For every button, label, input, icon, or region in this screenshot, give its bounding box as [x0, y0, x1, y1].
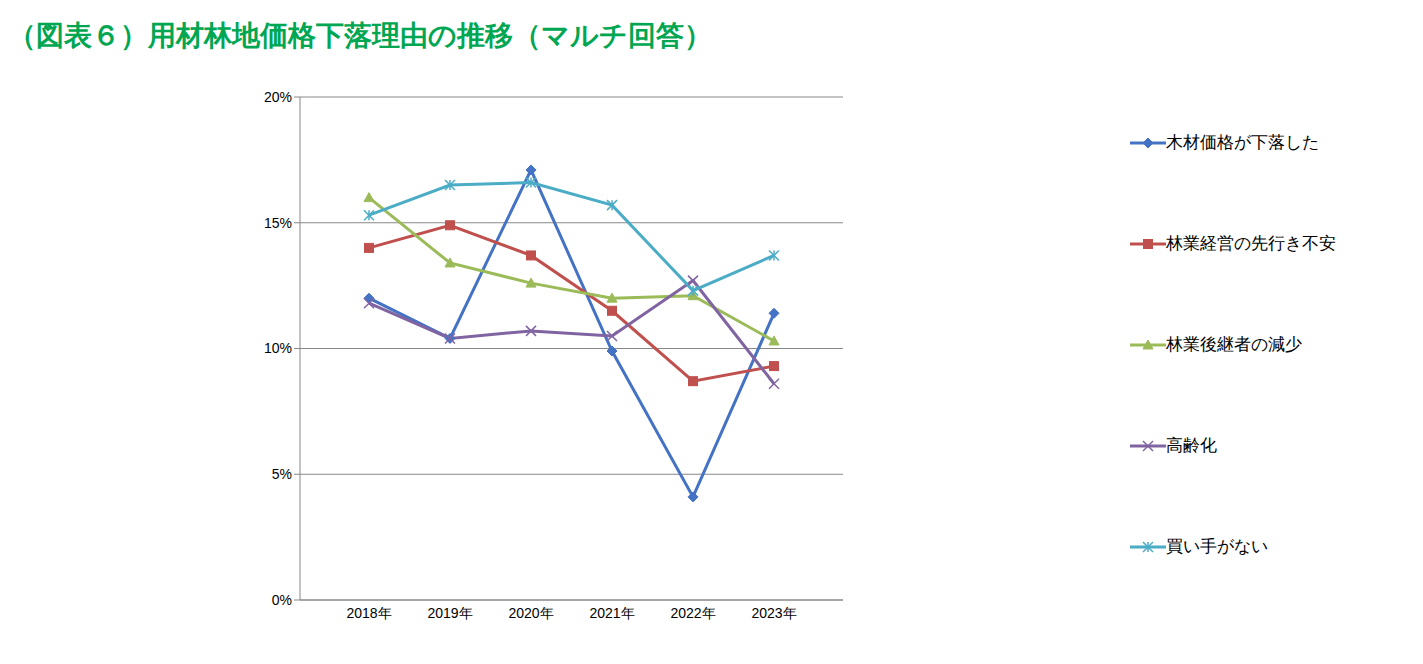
html-text:林業経営の先行き不安: 林業経営の先行き不安: [1166, 234, 1336, 253]
svg-text:10%: 10%: [264, 340, 292, 356]
svg-text:2019年: 2019年: [427, 605, 472, 621]
svg-text:2022年: 2022年: [670, 605, 715, 621]
svg-text:15%: 15%: [264, 215, 292, 231]
svg-text:5%: 5%: [272, 466, 292, 482]
html-text:（図表６）用材林地価格下落理由の推移（マルチ回答）: （図表６）用材林地価格下落理由の推移（マルチ回答）: [8, 20, 712, 51]
html-text:買い手がない: 買い手がない: [1166, 537, 1268, 556]
svg-text:0%: 0%: [272, 592, 292, 608]
svg-text:2023年: 2023年: [751, 605, 796, 621]
svg-text:2020年: 2020年: [508, 605, 553, 621]
svg-text:2018年: 2018年: [346, 605, 391, 621]
svg-text:2021年: 2021年: [589, 605, 634, 621]
html-text:林業後継者の減少: 林業後継者の減少: [1166, 335, 1302, 354]
html-text:高齢化: 高齢化: [1166, 436, 1217, 455]
svg-text:20%: 20%: [264, 89, 292, 105]
html-text:木材価格が下落した: 木材価格が下落した: [1166, 133, 1319, 152]
